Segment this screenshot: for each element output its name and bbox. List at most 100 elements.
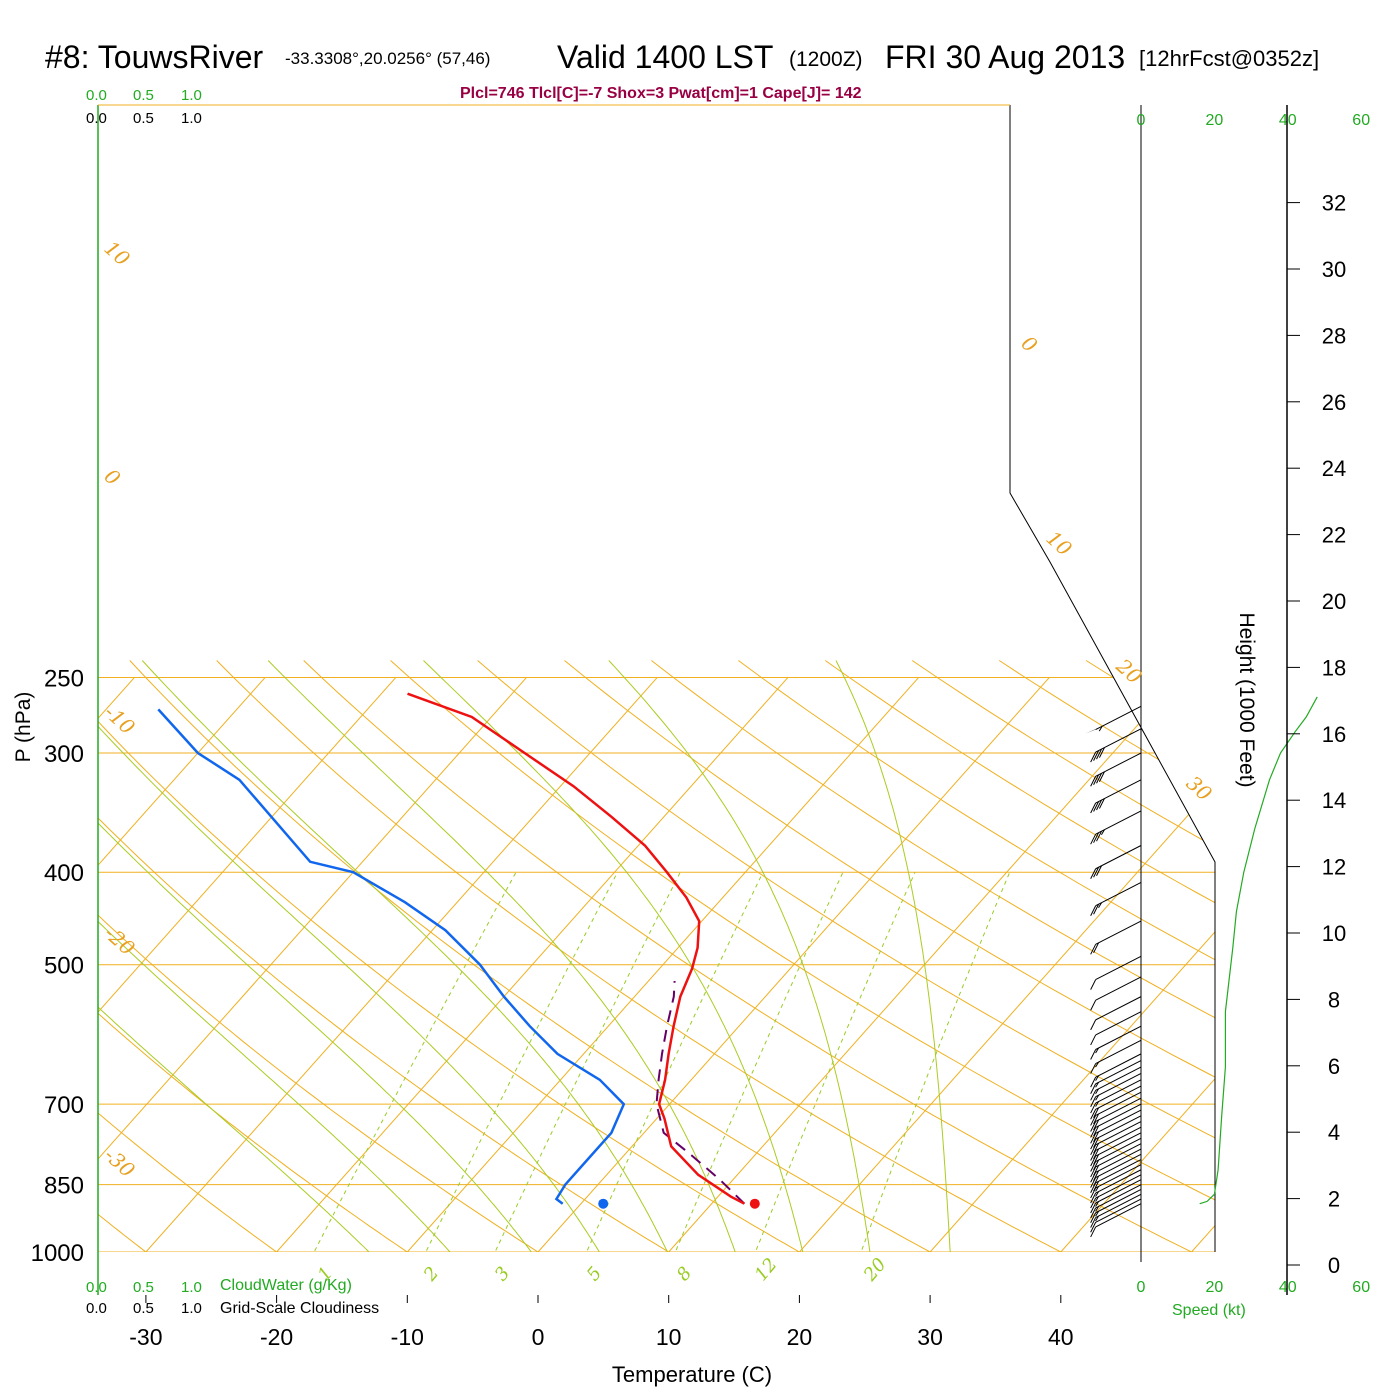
- dry-adiabat-line: [477, 660, 1215, 1252]
- mixing-ratio-line: [577, 871, 764, 1252]
- temperature-tick-label: -10: [391, 1324, 424, 1350]
- temperature-tick-label: -30: [129, 1324, 162, 1350]
- dry-adiabat-line: [390, 660, 1215, 1252]
- wind-barb: [1090, 810, 1142, 845]
- dry-adiabat-line: [129, 660, 968, 1252]
- temperature-tick-label: 10: [656, 1324, 682, 1350]
- isotherm-label: 10: [1042, 526, 1077, 561]
- moist-adiabat-line: [98, 660, 390, 1252]
- wind-barb: [1090, 1011, 1142, 1046]
- wind-barb: [1090, 1053, 1142, 1088]
- isotherm-line: [98, 677, 397, 1252]
- wind-barb: [1090, 1109, 1142, 1144]
- isotherm-label: 0: [100, 464, 126, 491]
- height-tick-label: 8: [1328, 987, 1340, 1012]
- isotherm-line: [929, 677, 1215, 1252]
- dry-adiabat-line: [98, 660, 836, 1252]
- speed-tick-label: 60: [1352, 1279, 1370, 1296]
- isotherm-label: 10: [100, 236, 135, 271]
- mixing-ratio-line: [747, 871, 916, 1252]
- height-tick-label: 6: [1328, 1054, 1340, 1079]
- isotherm-line: [406, 677, 920, 1252]
- mixing-ratio-label: 3: [491, 1263, 514, 1285]
- cloud-bottom-black-2: 1.0: [181, 1300, 202, 1317]
- wind-barb: [1090, 1137, 1142, 1172]
- wind-barb: [1090, 845, 1142, 879]
- isotherm-label: -30: [100, 1143, 140, 1183]
- wind-speed-profile: [1199, 696, 1318, 1205]
- dry-adiabat-line: [98, 660, 438, 1252]
- moist-adiabat-line: [608, 660, 874, 1252]
- wind-barb: [1090, 996, 1142, 1031]
- height-tick-label: 22: [1322, 523, 1346, 548]
- speed-tick-label: 0: [1137, 112, 1146, 129]
- speed-tick-label: 40: [1279, 112, 1297, 129]
- background-lines: [98, 660, 1400, 1273]
- cloud-bottom-black-0: 0.0: [86, 1300, 107, 1317]
- height-tick-label: 18: [1322, 655, 1346, 680]
- isotherm-line: [145, 677, 658, 1252]
- dry-adiabat-line: [1347, 661, 1400, 1273]
- temperature-tick-label: 20: [787, 1324, 813, 1350]
- cloudiness-label: Grid-Scale Cloudiness: [220, 1300, 379, 1317]
- dry-adiabat-line: [564, 660, 1215, 1252]
- isotherm-label: 0: [1017, 331, 1043, 358]
- pressure-tick-label: 850: [44, 1173, 84, 1200]
- moist-adiabat-line: [98, 660, 612, 1252]
- height-tick-label: 2: [1328, 1187, 1340, 1212]
- cloud-bottom-black-1: 0.5: [133, 1300, 154, 1317]
- wind-barb: [1090, 1174, 1142, 1209]
- isotherm-label: 30: [1182, 771, 1217, 806]
- temperature-trace: [407, 692, 745, 1205]
- wind-barb: [1090, 1025, 1142, 1060]
- mixing-ratio-label: 8: [673, 1263, 696, 1285]
- cloud-top-black-1: 0.5: [133, 110, 154, 127]
- dry-adiabat-line: [998, 660, 1215, 1252]
- title-forecast: [12hrFcst@0352z]: [1139, 46, 1319, 71]
- pressure-tick-label: 300: [44, 741, 84, 768]
- moist-adiabat-line: [98, 660, 547, 1252]
- wind-barb: [1090, 1184, 1142, 1219]
- dry-adiabat-line: [911, 660, 1215, 1252]
- surface-temperature-dot: [749, 1198, 760, 1209]
- cloud-bottom-green-2: 1.0: [181, 1279, 202, 1296]
- pressure-tick-label: 700: [44, 1092, 84, 1119]
- stability-indices: Plcl=746 Tlcl[C]=-7 Shox=3 Pwat[cm]=1 Ca…: [460, 85, 862, 102]
- temperature-tick-label: 30: [917, 1324, 943, 1350]
- title-coords: -33.3308°,20.0256° (57,46): [285, 49, 490, 68]
- isotherm-line: [1322, 677, 1400, 1252]
- wind-barb: [1090, 1039, 1142, 1074]
- wind-barb: [1090, 955, 1142, 990]
- height-tick-label: 32: [1322, 191, 1346, 216]
- y-axis-label: P (hPa): [12, 692, 35, 763]
- wind-barb: [1090, 1198, 1142, 1233]
- cloud-bottom-green-1: 0.5: [133, 1279, 154, 1296]
- mixing-ratio-label: 2: [419, 1263, 443, 1286]
- moist-adiabat-line: [835, 660, 952, 1252]
- mixing-ratio-line: [485, 871, 681, 1252]
- dry-adiabat-line: [738, 660, 1215, 1252]
- wind-barb: [1090, 1060, 1142, 1094]
- wind-barb: [1090, 1103, 1142, 1138]
- speed-axis-label: Speed (kt): [1172, 1302, 1246, 1319]
- wind-barb: [1090, 728, 1142, 763]
- cloud-top-black-0: 0.0: [86, 110, 107, 127]
- cloud-bottom-green-0: 0.0: [86, 1279, 107, 1296]
- height-tick-label: 16: [1322, 722, 1346, 747]
- isotherm-line: [98, 677, 527, 1252]
- dry-adiabat-line: [98, 660, 306, 1252]
- wind-barb: [1090, 1126, 1142, 1161]
- temperature-tick-label: 0: [532, 1324, 545, 1350]
- isotherm-line: [1060, 677, 1215, 1252]
- wind-barb: [1090, 882, 1142, 916]
- height-tick-label: 12: [1322, 855, 1346, 880]
- isotherm-label: -20: [100, 921, 140, 961]
- sounding-traces: [157, 692, 1318, 1209]
- speed-tick-label: 40: [1279, 1279, 1297, 1296]
- title-station: #8: TouwsRiver: [45, 39, 264, 75]
- isotherm-line: [537, 677, 1050, 1252]
- wind-barb: [1090, 1115, 1142, 1150]
- wind-barb: [1090, 1179, 1142, 1214]
- height-tick-label: 28: [1322, 323, 1346, 348]
- height-tick-label: 26: [1322, 390, 1346, 415]
